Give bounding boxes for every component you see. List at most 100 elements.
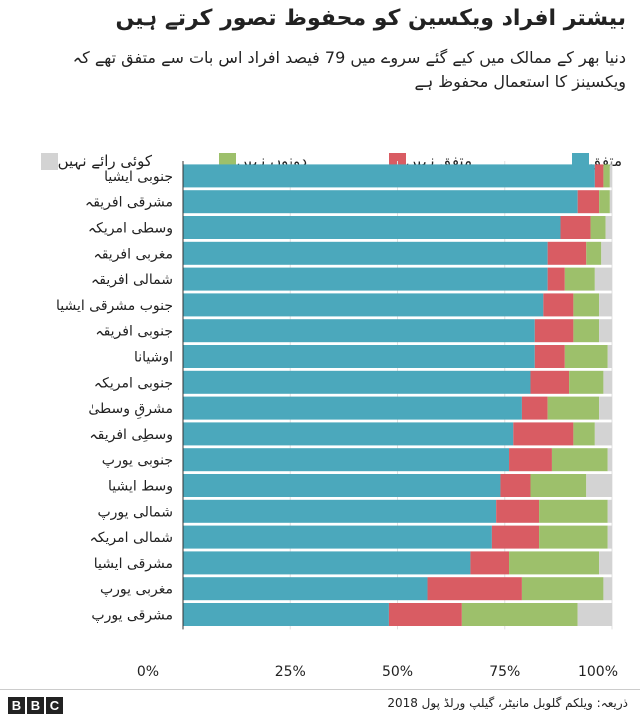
category-label: جنوب مشرقی ایشیا: [56, 298, 173, 314]
bar-segment-disagree: [521, 396, 548, 420]
category-label: مشرقی افریقہ: [85, 195, 173, 211]
category-label: جنوبی افریقہ: [95, 324, 173, 340]
category-label: شمالی افریقہ: [91, 272, 173, 288]
legend-item-no-opinion: کوئی رائے نہیں: [33, 150, 152, 172]
category-label: جنوبی یورپ: [102, 453, 173, 469]
bar-segment-neither: [573, 422, 595, 446]
x-tick-label: 0%: [137, 664, 159, 680]
bar-segment-disagree: [534, 345, 565, 368]
category-label: مشرقی ایشیا: [94, 556, 173, 572]
bar-segment-neither: [599, 190, 610, 214]
category-label: شمالی امریکہ: [90, 530, 173, 546]
bar-segment-no-opinion: [599, 396, 612, 420]
bar-segment-agree: [183, 319, 535, 343]
bar-segment-agree: [183, 525, 492, 549]
bar-segment-neither: [461, 603, 578, 626]
category-label: وسط ایشیا: [108, 479, 173, 495]
x-tick-label: 25%: [275, 664, 306, 680]
bar-segment-disagree: [513, 422, 574, 446]
bar-segment-no-opinion: [601, 241, 612, 265]
bar-segment-neither: [564, 345, 608, 368]
bar-segment-no-opinion: [599, 293, 612, 317]
bar-segment-neither: [573, 293, 600, 317]
bar-segment-no-opinion: [577, 603, 612, 626]
bar-segment-disagree: [547, 241, 587, 265]
bar-segment-no-opinion: [594, 422, 612, 446]
bar-segment-agree: [183, 396, 522, 420]
bar-segment-agree: [183, 241, 548, 265]
bar-segment-agree: [183, 422, 514, 446]
bar-segment-neither: [569, 370, 604, 394]
bar-segment-neither: [590, 216, 606, 239]
category-label: مغربی افریقہ: [94, 246, 173, 262]
bar-segment-no-opinion: [607, 499, 612, 523]
bbc-logo-letter: C: [46, 697, 63, 714]
category-label: مشرقی یورپ: [91, 608, 173, 624]
bar-segment-disagree: [496, 499, 540, 523]
category-label: مشرقِ وسطیٰ: [88, 401, 173, 419]
category-label: جنوبی ایشیا: [104, 169, 173, 185]
bar-segment-neither: [530, 474, 587, 497]
bar-segment-agree: [183, 499, 497, 523]
bar-segment-no-opinion: [594, 267, 612, 291]
bar-segment-agree: [183, 603, 389, 626]
bar-segment-disagree: [509, 448, 552, 472]
bar-segment-no-opinion: [607, 345, 612, 368]
bbc-logo-letter: B: [27, 697, 44, 714]
category-label: اوشیانا: [134, 350, 173, 366]
bar-segment-no-opinion: [605, 216, 612, 239]
chart-title: بیشتر افراد ویکسین کو محفوظ تصور کرتے ہی…: [115, 6, 626, 31]
legend-swatch-no-opinion: [40, 152, 58, 170]
bar-segment-disagree: [543, 293, 574, 317]
bar-segment-no-opinion: [603, 577, 612, 601]
category-label: مغربی یورپ: [100, 582, 173, 598]
bar-segment-no-opinion: [607, 525, 612, 549]
source-note: ذریعہ: ویلکم گلوبل مانیٹر، گیلپ ورلڈ پول…: [387, 696, 628, 710]
bar-segment-disagree: [577, 190, 600, 214]
bar-segment-disagree: [427, 577, 522, 601]
bbc-logo-letter: B: [8, 697, 25, 714]
bar-segment-neither: [521, 577, 604, 601]
bar-segment-agree: [183, 164, 595, 188]
bar-segment-neither: [603, 164, 610, 188]
x-tick-label: 100%: [578, 664, 618, 680]
category-label: وسطی امریکہ: [88, 221, 173, 237]
bar-segment-disagree: [491, 525, 540, 549]
category-label: وسطِی افریقہ: [89, 427, 173, 443]
x-tick-label: 50%: [382, 664, 413, 680]
bar-segment-agree: [183, 293, 544, 317]
bbc-logo: B B C: [8, 697, 63, 714]
bar-segment-agree: [183, 448, 510, 472]
bar-segment-neither: [573, 319, 600, 343]
bar-segment-disagree: [388, 603, 462, 626]
category-label: جنوبی امریکہ: [94, 375, 173, 391]
x-tick-label: 75%: [489, 664, 520, 680]
bar-segment-neither: [539, 525, 608, 549]
bar-segment-no-opinion: [607, 448, 612, 472]
bar-segment-agree: [183, 216, 561, 239]
bar-segment-no-opinion: [609, 164, 612, 188]
bar-segment-neither: [564, 267, 595, 291]
bar-segment-no-opinion: [599, 319, 612, 343]
footer-divider: [0, 689, 640, 690]
bar-segment-agree: [183, 370, 531, 394]
bar-segment-disagree: [560, 216, 591, 239]
chart-subtitle: دنیا بھر کے ممالک میں کیے گئے سروے میں 7…: [72, 48, 626, 91]
bar-segment-neither: [586, 241, 602, 265]
bar-segment-no-opinion: [586, 474, 612, 497]
bar-segment-agree: [183, 345, 535, 368]
bar-segment-neither: [551, 448, 608, 472]
category-label: شمالی یورپ: [97, 504, 173, 520]
bar-segment-disagree: [470, 551, 510, 575]
bar-segment-disagree: [500, 474, 531, 497]
bar-segment-agree: [183, 190, 578, 214]
bar-segment-agree: [183, 474, 501, 497]
bar-segment-agree: [183, 267, 548, 291]
bar-segment-disagree: [547, 267, 565, 291]
bar-segment-neither: [509, 551, 600, 575]
stacked-bar-chart: جنوبی ایشیا مشرقی افریقہ وسطی امریکہ مغربی …: [56, 161, 618, 680]
bar-segment-neither: [547, 396, 600, 420]
bar-segment-neither: [539, 499, 608, 523]
bar-segment-no-opinion: [603, 370, 612, 394]
bar-segment-disagree: [530, 370, 570, 394]
